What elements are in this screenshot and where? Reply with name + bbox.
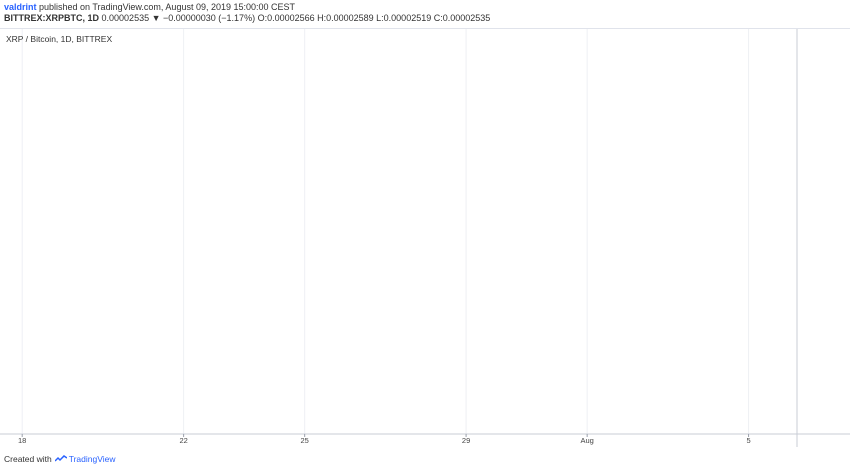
ohlc-values: 0.00002535 ▼ −0.00000030 (−1.17%) O:0.00… — [101, 13, 491, 23]
x-tick-label: 25 — [301, 436, 309, 445]
axes: 0.000034000.000033000.000032000.00003100… — [0, 29, 850, 447]
x-tick-label: 5 — [746, 436, 750, 445]
overlay: XRP / Bitcoin, 1D, BITTREX — [6, 34, 112, 44]
tradingview-brand[interactable]: TradingView — [54, 452, 116, 466]
ohlc-line: BITTREX:XRPBTC, 1D 0.00002535 ▼ −0.00000… — [4, 13, 846, 24]
published-text: published on TradingView.com, August 09,… — [36, 2, 296, 12]
chart-frame[interactable]: XRP / Bitcoin, 1D, BITTREX 0.000034000.0… — [0, 28, 850, 447]
chart-title: XRP / Bitcoin, 1D, BITTREX — [6, 34, 112, 44]
tradingview-logo-icon — [54, 455, 67, 462]
author-link[interactable]: valdrint — [4, 2, 37, 12]
x-tick-label: 18 — [18, 436, 26, 445]
x-tick-label: 29 — [462, 436, 470, 445]
grid — [21, 29, 750, 434]
created-with-text: Created with — [4, 454, 52, 464]
brand-label: TradingView — [68, 454, 116, 464]
chart-header: valdrint published on TradingView.com, A… — [4, 2, 846, 24]
publish-line: valdrint published on TradingView.com, A… — [4, 2, 846, 13]
x-tick-label: Aug — [580, 436, 593, 445]
price-chart[interactable]: XRP / Bitcoin, 1D, BITTREX 0.000034000.0… — [0, 29, 850, 447]
symbol-label: BITTREX:XRPBTC, 1D — [4, 13, 100, 23]
x-tick-label: 22 — [179, 436, 187, 445]
footer: Created with TradingView — [4, 452, 304, 466]
